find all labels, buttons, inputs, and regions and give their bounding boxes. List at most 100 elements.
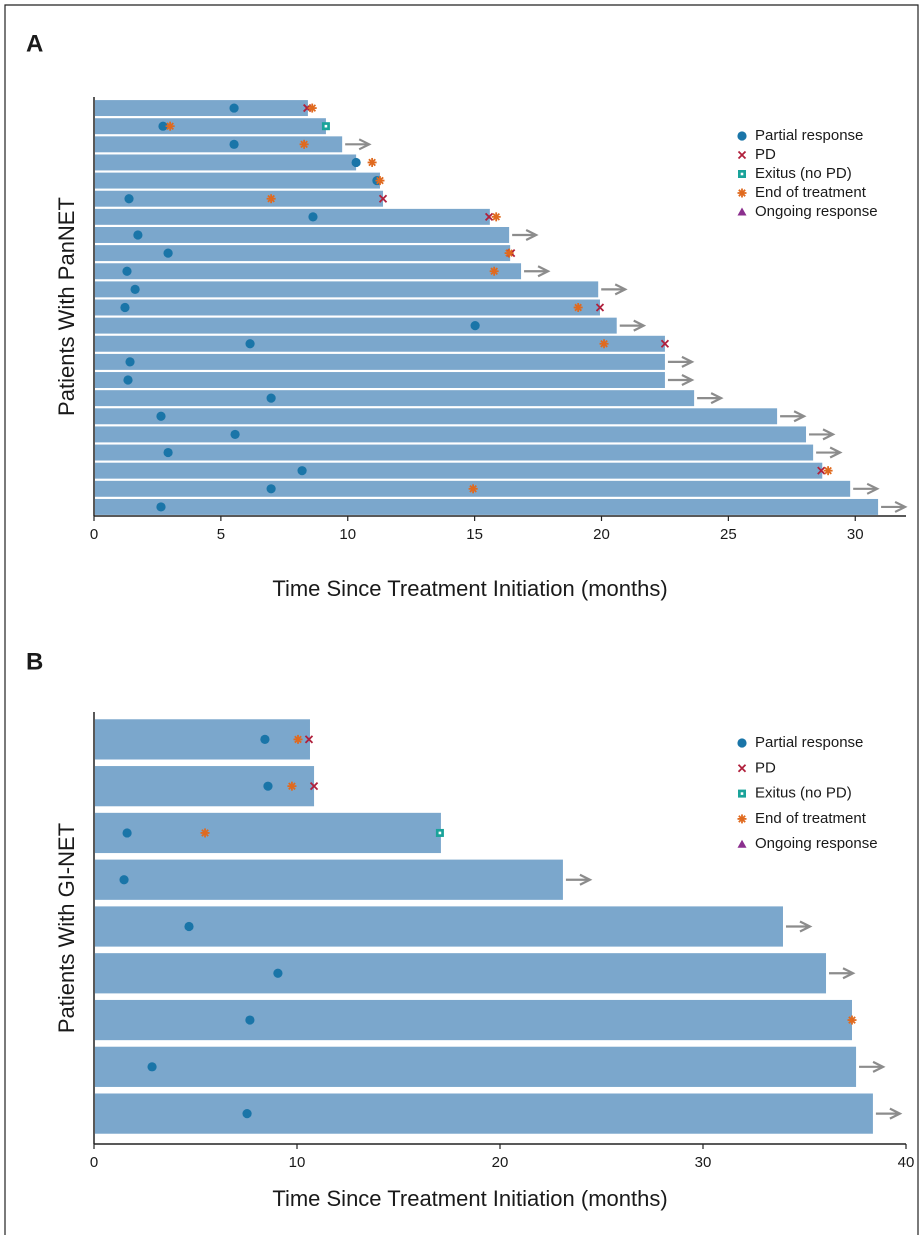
arrow-head [525,228,539,241]
event-marker [484,212,494,221]
legend-label: Exitus (no PD) [755,785,852,802]
ongoing-arrow [565,873,593,886]
marker-shape [267,194,275,203]
ongoing-arrow [785,920,813,933]
arrow-head [889,1107,903,1120]
event-marker [817,466,826,475]
bar [95,335,665,352]
marker-shape [490,267,498,276]
marker-shape [184,921,194,932]
x-tick-label: 30 [695,1154,712,1171]
event-marker [823,466,833,476]
event-marker [245,1015,255,1025]
marker-shape [600,339,608,348]
event-marker [119,875,129,885]
bar [95,245,511,262]
event-marker [266,484,276,494]
marker-shape [492,213,501,221]
legend-marker [737,814,747,824]
marker-shape [304,735,314,744]
bar [95,999,853,1041]
arrow-head [710,392,724,405]
event-marker [266,393,276,403]
event-marker [266,194,276,204]
bar [95,1093,873,1134]
arrow-head [633,319,647,332]
event-marker [297,466,307,476]
legend-marker [737,131,747,141]
marker-shape [308,104,317,112]
bar [95,281,599,298]
marker-shape [120,302,130,313]
marker-shape [737,839,747,848]
x-tick-label: 5 [217,526,225,543]
event-marker [242,1109,252,1119]
arrow-head [537,265,551,278]
x-axis-label: Time Since Treatment Initiation (months) [272,1186,667,1211]
bar [95,408,778,425]
bar [95,372,665,388]
marker-shape [122,828,132,838]
ongoing-arrow [816,446,843,459]
marker-shape [124,194,134,204]
marker-shape [738,189,746,197]
x-tick-label: 25 [720,526,737,543]
event-marker [165,121,175,131]
bar [95,812,441,854]
marker-shape [260,734,270,744]
event-marker [321,122,330,131]
legend-marker [737,150,747,160]
event-marker [263,781,273,791]
marker-shape [119,875,129,885]
arrow-head [579,873,593,886]
event-marker [120,302,130,313]
marker-shape [351,157,361,168]
legend-marker [737,764,747,773]
bar [95,1046,857,1087]
event-marker [299,139,309,149]
marker-shape [229,139,239,149]
ongoing-arrow [875,1107,903,1120]
ongoing-arrow [601,283,628,296]
event-marker [273,968,283,978]
legend-marker [738,789,746,798]
bar [95,462,823,479]
panel-label: B [26,648,43,675]
legend-label: Partial response [755,734,863,751]
bar [95,317,617,334]
arrow-head [614,283,628,296]
event-marker [229,139,239,149]
event-marker [163,447,173,458]
event-marker [573,303,583,312]
event-marker [307,103,317,113]
legend-label: Partial response [755,127,863,144]
ongoing-arrow [853,482,880,495]
event-marker [595,303,605,312]
legend-label: Ongoing response [755,203,878,220]
marker-shape [824,466,832,475]
bar [95,100,308,117]
marker-shape [309,782,319,791]
marker-shape [484,212,494,221]
marker-shape [817,466,826,475]
x-axis-label: Time Since Treatment Initiation (months) [272,576,667,601]
marker-shape [230,429,240,440]
marker-shape [595,303,605,312]
bar [95,859,563,900]
ongoing-arrow [829,967,856,980]
bar [95,353,665,370]
marker-shape [163,248,173,258]
ongoing-arrow [512,228,539,241]
event-marker [504,248,514,258]
arrow-head [894,500,908,513]
marker-shape [263,781,273,791]
marker-shape [737,150,747,160]
marker-shape [740,792,744,795]
event-marker [122,266,132,276]
legend-label: End of treatment [755,184,867,201]
event-marker [156,411,166,421]
event-marker [489,266,499,276]
ongoing-arrow [667,374,695,387]
event-marker [375,176,385,186]
